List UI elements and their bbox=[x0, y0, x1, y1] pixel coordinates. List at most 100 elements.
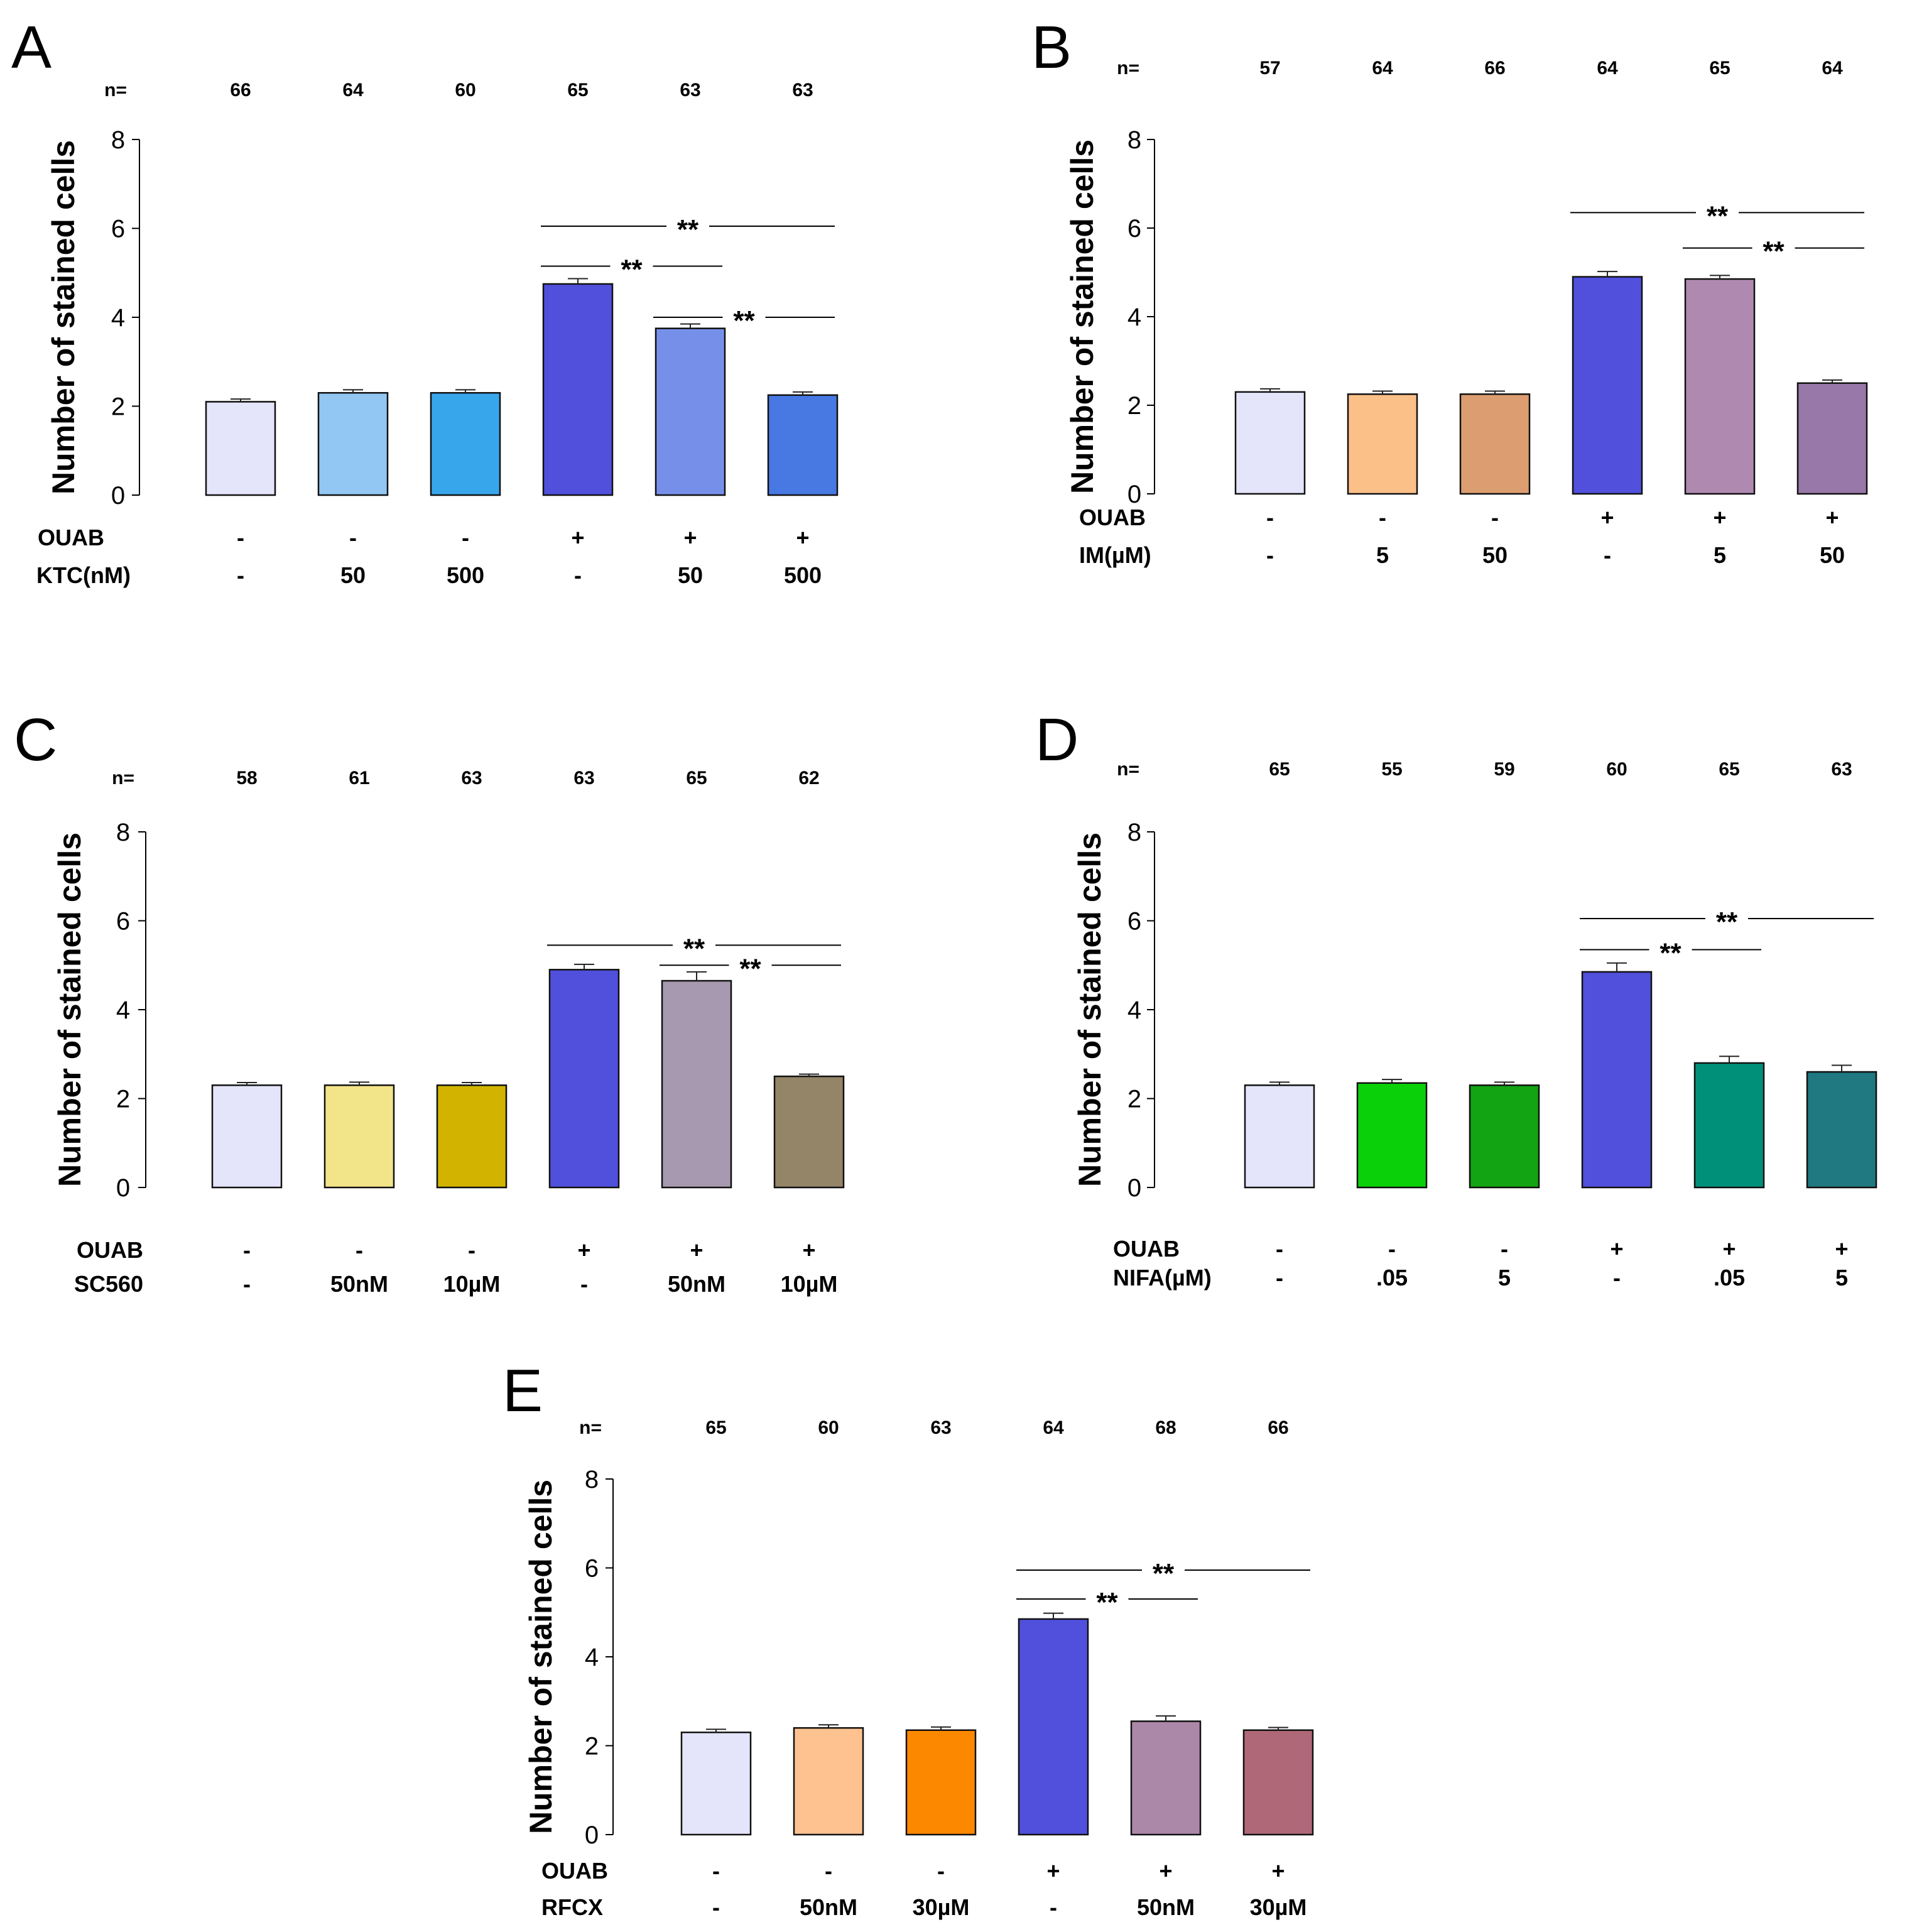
n-value: 65 bbox=[1719, 759, 1739, 780]
panel-c: Cn= 58 61 63 63 65 62 0 2 4 6 8 Number of stained ce… bbox=[14, 706, 845, 1297]
treatment-label: RFCX bbox=[541, 1894, 603, 1920]
n-value: 65 bbox=[686, 768, 707, 789]
n-value: 66 bbox=[230, 80, 251, 101]
treatment-value: + bbox=[1713, 505, 1726, 530]
treatment-value: 50nM bbox=[1137, 1894, 1195, 1920]
n-value: 62 bbox=[798, 768, 819, 789]
treatment-label: OUAB bbox=[38, 525, 104, 550]
n-value: 65 bbox=[567, 80, 588, 101]
treatment-value: 50 bbox=[1820, 542, 1845, 568]
n-value: 64 bbox=[1822, 58, 1843, 79]
y-tick-label: 0 bbox=[1127, 481, 1141, 508]
y-tick-label: 8 bbox=[1127, 819, 1141, 846]
significance-marker: ** bbox=[1707, 200, 1729, 231]
treatment-value: 500 bbox=[447, 562, 484, 588]
bar bbox=[1796, 382, 1868, 495]
significance-marker: ** bbox=[677, 214, 699, 245]
bar bbox=[1244, 1084, 1315, 1189]
bar bbox=[542, 283, 614, 496]
treatment-label: NIFA(µM) bbox=[1113, 1265, 1212, 1291]
bar bbox=[905, 1729, 977, 1836]
significance-marker: ** bbox=[1096, 1587, 1118, 1618]
n-value: 57 bbox=[1259, 58, 1280, 79]
panel-letter: D bbox=[1035, 706, 1078, 773]
treatment-label: OUAB bbox=[541, 1858, 608, 1884]
treatment-value: - bbox=[574, 562, 582, 588]
n-value: 61 bbox=[349, 768, 369, 789]
treatment-value: - bbox=[237, 562, 244, 588]
y-tick-label: 6 bbox=[111, 216, 125, 243]
significance-marker: ** bbox=[739, 953, 761, 984]
treatment-value: 30µM bbox=[913, 1894, 970, 1920]
n-value: 63 bbox=[792, 80, 813, 101]
treatment-value: 10µM bbox=[443, 1271, 501, 1297]
treatment-value: - bbox=[1276, 1236, 1283, 1262]
y-tick-label: 6 bbox=[116, 908, 130, 936]
n-value: 63 bbox=[1831, 759, 1852, 780]
y-axis-title: Number of stained cells bbox=[52, 832, 87, 1187]
panel-a: An= 66 64 60 65 63 63 0 2 4 6 8 Number of stained ce… bbox=[11, 14, 839, 588]
treatment-value: 500 bbox=[784, 562, 822, 588]
y-tick-label: 4 bbox=[111, 304, 125, 332]
treatment-value: + bbox=[1835, 1236, 1848, 1262]
treatment-value: - bbox=[712, 1858, 720, 1884]
treatment-value: - bbox=[1491, 505, 1499, 530]
treatment-value: - bbox=[243, 1271, 251, 1297]
treatment-value: .05 bbox=[1376, 1265, 1408, 1291]
y-axis-title: Number of stained cells bbox=[1072, 832, 1107, 1187]
bar bbox=[1693, 1062, 1765, 1189]
bar bbox=[793, 1727, 864, 1836]
y-tick-label: 8 bbox=[1127, 126, 1141, 154]
treatment-value: + bbox=[1825, 505, 1839, 530]
panel-letter: A bbox=[11, 14, 52, 81]
treatment-value: 10µM bbox=[781, 1271, 838, 1297]
y-tick-label: 2 bbox=[1127, 392, 1141, 420]
bar bbox=[317, 392, 389, 496]
treatment-value: 50 bbox=[1482, 542, 1508, 568]
bar bbox=[323, 1084, 395, 1189]
significance-marker: ** bbox=[1153, 1558, 1175, 1589]
treatment-value: - bbox=[1501, 1236, 1508, 1262]
n-value: 68 bbox=[1155, 1417, 1176, 1438]
y-tick-label: 0 bbox=[585, 1821, 599, 1849]
n-value: 65 bbox=[705, 1417, 726, 1438]
treatment-value: - bbox=[1604, 542, 1611, 568]
y-tick-label: 0 bbox=[116, 1174, 130, 1202]
bar bbox=[1806, 1071, 1877, 1189]
treatment-value: - bbox=[1388, 1236, 1396, 1262]
treatment-label: OUAB bbox=[1079, 505, 1146, 530]
n-value: 59 bbox=[1494, 759, 1514, 780]
y-tick-label: 6 bbox=[585, 1555, 599, 1583]
bar bbox=[1356, 1082, 1428, 1189]
treatment-value: + bbox=[1271, 1858, 1285, 1884]
significance-marker: ** bbox=[621, 254, 643, 285]
treatment-value: - bbox=[468, 1237, 475, 1263]
n-label: n= bbox=[104, 80, 127, 101]
treatment-label: OUAB bbox=[1113, 1236, 1180, 1262]
y-tick-label: 8 bbox=[585, 1466, 599, 1493]
y-tick-label: 8 bbox=[116, 819, 130, 846]
bar bbox=[211, 1084, 283, 1189]
bar bbox=[430, 392, 501, 496]
treatment-value: - bbox=[937, 1858, 945, 1884]
bar bbox=[1242, 1729, 1314, 1836]
y-tick-label: 4 bbox=[585, 1644, 599, 1671]
bar bbox=[661, 980, 732, 1189]
treatment-value: - bbox=[1613, 1265, 1621, 1291]
treatment-value: + bbox=[1046, 1858, 1060, 1884]
treatment-value: - bbox=[1276, 1265, 1283, 1291]
panel-letter: C bbox=[14, 706, 57, 773]
treatment-value: 50nM bbox=[800, 1894, 857, 1920]
treatment-value: + bbox=[1610, 1236, 1623, 1262]
treatment-value: + bbox=[796, 525, 809, 550]
n-value: 58 bbox=[236, 768, 257, 789]
bar bbox=[773, 1075, 845, 1189]
treatment-value: - bbox=[356, 1237, 363, 1263]
significance-marker: ** bbox=[683, 933, 705, 964]
n-value: 63 bbox=[573, 768, 594, 789]
y-tick-label: 0 bbox=[111, 482, 125, 510]
bar bbox=[1459, 393, 1531, 495]
y-tick-label: 2 bbox=[585, 1733, 599, 1760]
